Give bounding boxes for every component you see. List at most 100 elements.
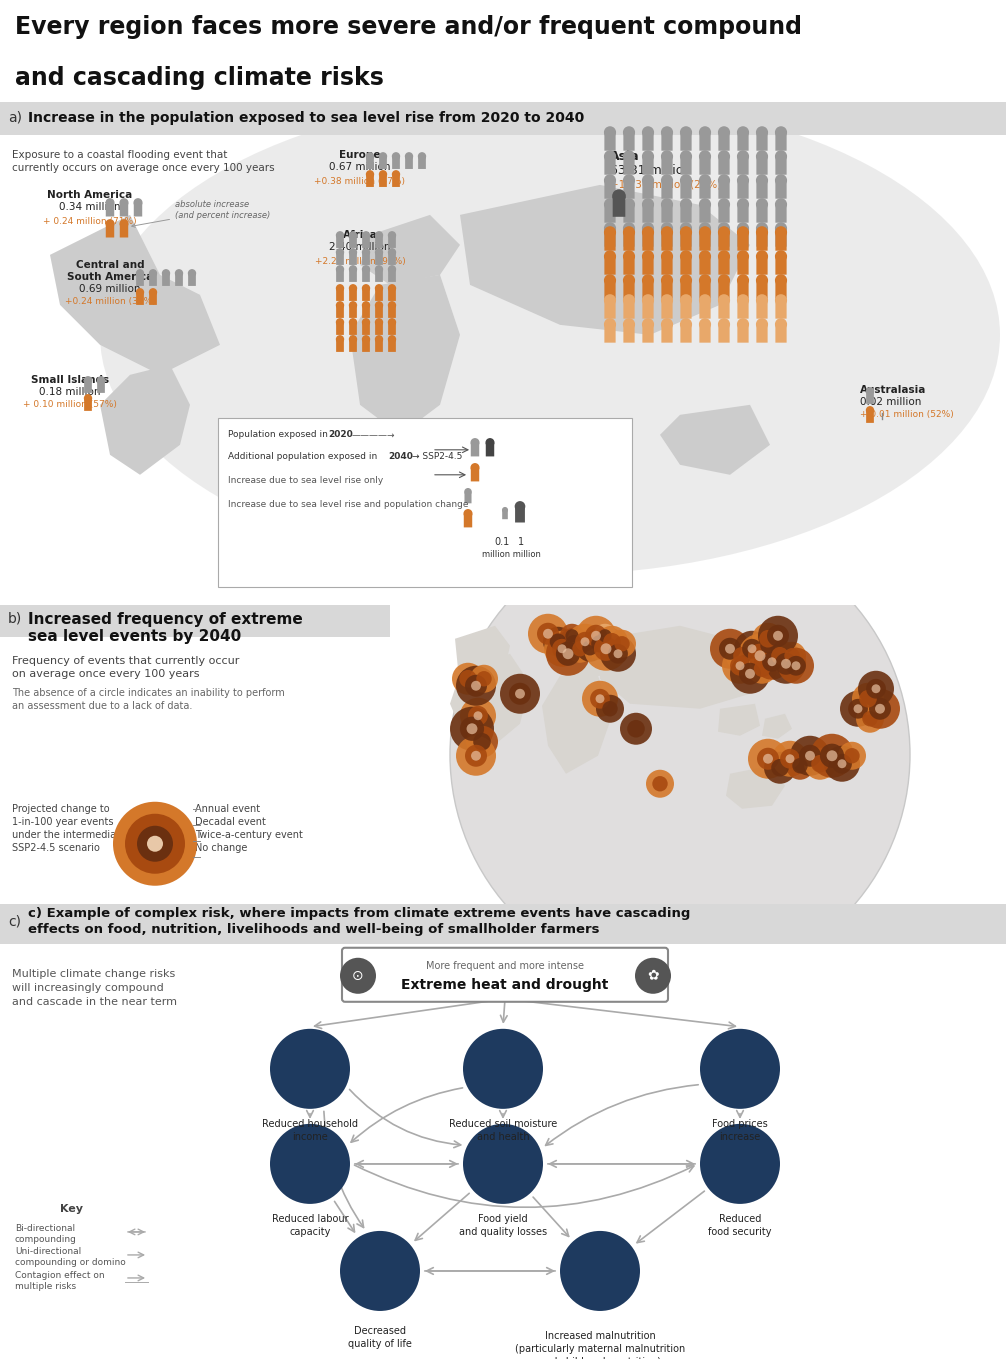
Circle shape [718,223,730,234]
FancyBboxPatch shape [149,273,157,285]
Circle shape [635,958,671,993]
Circle shape [120,198,129,208]
Text: Frequency of events that currently occur
on average once every 100 years: Frequency of events that currently occur… [12,656,239,680]
Circle shape [474,711,483,720]
Circle shape [591,689,610,708]
Circle shape [362,302,370,310]
Circle shape [778,641,806,670]
FancyBboxPatch shape [718,281,729,299]
FancyBboxPatch shape [737,325,748,342]
FancyBboxPatch shape [106,224,115,238]
Circle shape [680,226,692,238]
Circle shape [375,231,383,239]
Text: Increase due to sea level rise and population change: Increase due to sea level rise and popul… [228,500,469,510]
FancyBboxPatch shape [718,232,729,250]
Circle shape [552,639,571,659]
FancyBboxPatch shape [624,232,635,250]
Polygon shape [455,625,510,684]
FancyBboxPatch shape [737,133,748,151]
FancyBboxPatch shape [699,205,710,223]
Circle shape [737,275,749,287]
Text: +0.24 million (35%): +0.24 million (35%) [64,296,155,306]
Circle shape [388,231,396,239]
Circle shape [136,269,144,277]
Circle shape [470,665,498,693]
Circle shape [366,152,374,160]
Circle shape [465,745,487,766]
FancyBboxPatch shape [776,133,787,151]
Circle shape [623,151,635,162]
Circle shape [778,648,814,684]
FancyBboxPatch shape [737,281,748,299]
FancyBboxPatch shape [471,469,479,481]
Text: Africa: Africa [343,230,377,241]
Circle shape [764,752,796,784]
FancyBboxPatch shape [471,443,479,457]
FancyBboxPatch shape [405,156,412,169]
Circle shape [557,644,566,654]
FancyBboxPatch shape [643,257,654,275]
FancyBboxPatch shape [643,230,654,247]
Polygon shape [660,405,770,474]
Circle shape [502,507,508,514]
Text: Key: Key [60,1204,83,1214]
Circle shape [737,198,749,211]
Circle shape [459,670,477,688]
Circle shape [560,1231,640,1311]
Circle shape [120,219,129,228]
Circle shape [599,629,612,643]
Circle shape [604,250,616,262]
Circle shape [840,690,876,727]
Circle shape [710,629,750,669]
Circle shape [576,633,604,662]
Text: Increase due to sea level rise only: Increase due to sea level rise only [228,476,383,485]
Circle shape [763,754,773,764]
FancyBboxPatch shape [737,205,748,223]
FancyBboxPatch shape [680,302,691,318]
Circle shape [336,284,344,292]
Circle shape [349,249,357,257]
Circle shape [336,231,344,239]
FancyBboxPatch shape [375,270,383,281]
FancyBboxPatch shape [624,133,635,151]
Circle shape [417,152,427,160]
Circle shape [642,318,654,330]
Circle shape [642,126,654,139]
Text: effects on food, nutrition, livelihoods and well-being of smallholder farmers: effects on food, nutrition, livelihoods … [28,923,600,936]
Circle shape [661,226,673,238]
Polygon shape [350,275,460,435]
FancyBboxPatch shape [605,232,616,250]
Circle shape [680,223,692,234]
FancyBboxPatch shape [418,156,426,169]
Circle shape [718,250,730,262]
Circle shape [699,294,711,306]
Circle shape [875,704,885,713]
FancyBboxPatch shape [605,230,616,247]
Circle shape [471,463,480,472]
Circle shape [756,294,768,306]
Circle shape [463,1124,543,1204]
Text: North America: North America [47,190,133,200]
FancyBboxPatch shape [661,205,673,223]
Circle shape [661,151,673,162]
FancyBboxPatch shape [336,323,344,334]
Circle shape [661,294,673,306]
Circle shape [136,288,144,296]
FancyBboxPatch shape [388,306,396,318]
Circle shape [336,336,344,344]
Circle shape [562,648,573,659]
Circle shape [745,669,754,678]
FancyBboxPatch shape [162,273,170,285]
FancyBboxPatch shape [349,270,357,281]
Text: million million: million million [482,550,540,559]
Polygon shape [50,215,220,375]
FancyBboxPatch shape [392,175,399,188]
FancyBboxPatch shape [718,205,729,223]
Circle shape [147,836,163,852]
Circle shape [737,226,749,238]
Circle shape [718,126,730,139]
Circle shape [452,663,484,694]
FancyBboxPatch shape [136,273,144,285]
Text: 1: 1 [518,537,524,546]
FancyBboxPatch shape [680,181,691,198]
